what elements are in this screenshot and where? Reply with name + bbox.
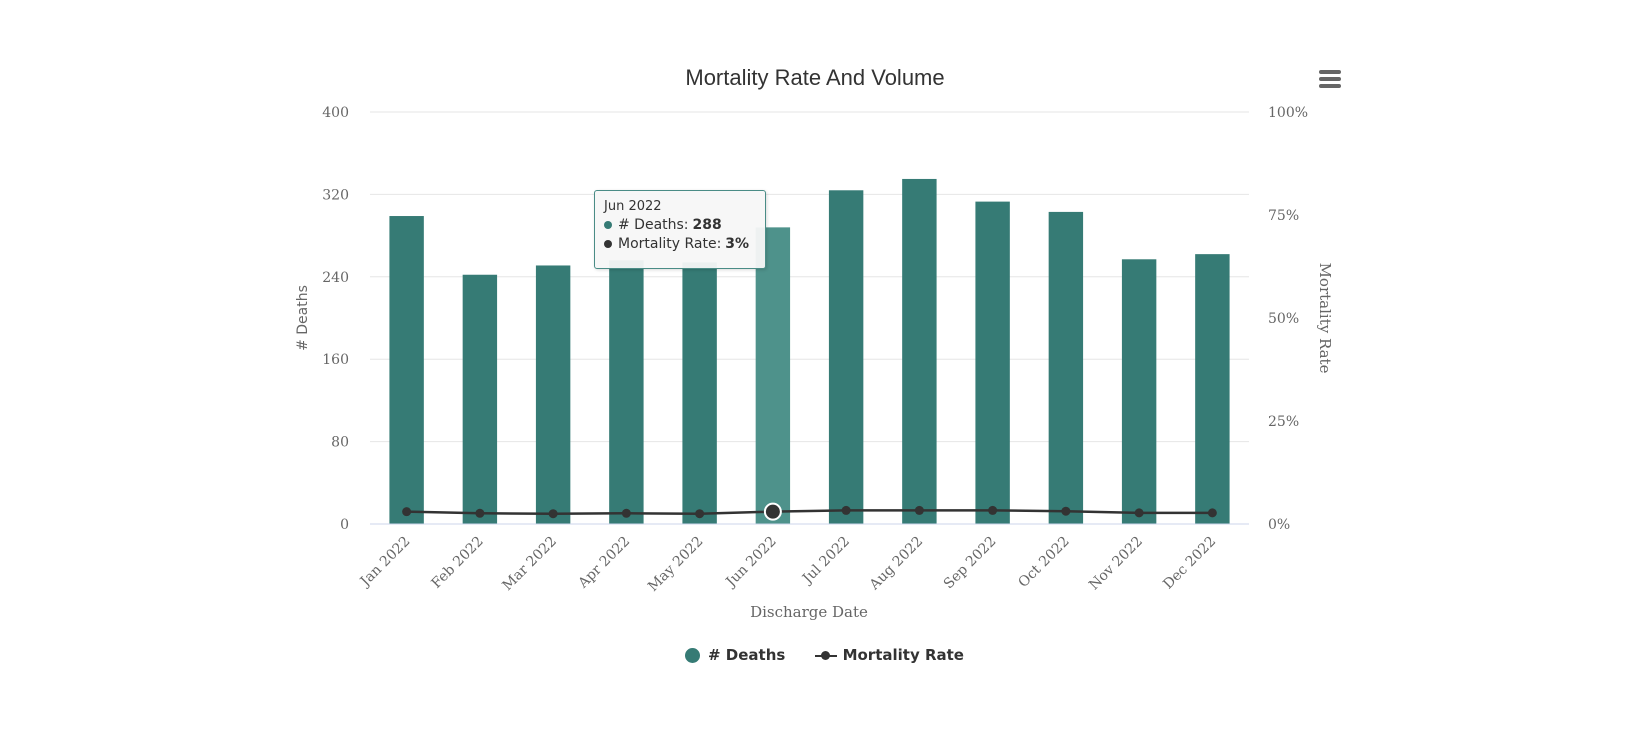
bar <box>389 216 424 524</box>
bar <box>828 190 864 524</box>
line-point <box>548 509 558 519</box>
line-point-highlighted <box>763 502 782 521</box>
y2-tick-label: 100% <box>1268 105 1308 121</box>
line-point <box>695 509 705 519</box>
tooltip-header: Jun 2022 <box>604 199 662 214</box>
x-tick-label: Oct 2022 <box>1015 534 1072 591</box>
grid-lines <box>370 111 1249 525</box>
chart-title: Mortality Rate And Volume <box>685 65 944 90</box>
bar <box>975 201 1010 525</box>
bar <box>1121 259 1157 524</box>
tooltip-row-rate: Mortality Rate: 3% <box>604 236 756 252</box>
rate-dot-icon <box>604 240 612 248</box>
x-axis-title: Discharge Date <box>750 603 868 621</box>
legend: # Deaths Mortality Rate <box>0 646 1649 667</box>
y-tick-label: 0 <box>340 517 349 533</box>
x-tick-label: Mar 2022 <box>500 534 560 594</box>
line-point <box>1061 506 1071 516</box>
y-tick-label: 240 <box>322 270 349 286</box>
chart-menu-button[interactable] <box>1316 70 1344 94</box>
line-point <box>988 505 998 515</box>
line-point <box>475 508 485 518</box>
line-point <box>841 505 851 515</box>
x-tick-label: Nov 2022 <box>1086 534 1146 594</box>
y2-tick-label: 25% <box>1268 414 1299 430</box>
tooltip-rate-value: 3% <box>725 236 750 252</box>
y2-tick-label: 75% <box>1268 208 1299 224</box>
line-point <box>914 505 924 515</box>
legend-item-deaths[interactable]: # Deaths <box>685 646 785 664</box>
x-tick-label: Aug 2022 <box>866 534 926 594</box>
line-point <box>1134 508 1144 518</box>
y2-tick-label: 50% <box>1268 311 1299 327</box>
legend-deaths-dot-icon <box>685 647 701 663</box>
y-tick-label: 320 <box>322 187 349 203</box>
bar <box>1195 254 1230 524</box>
bar <box>535 265 571 524</box>
x-tick-label: Dec 2022 <box>1160 534 1219 593</box>
x-tick-label: Jun 2022 <box>722 534 780 592</box>
x-tick-label: Jul 2022 <box>798 534 853 589</box>
bar <box>1048 211 1084 524</box>
legend-rate-line-icon <box>814 648 837 663</box>
legend-rate-label: Mortality Rate <box>842 646 964 664</box>
tooltip-deaths-label: # Deaths: <box>618 217 689 233</box>
bar <box>682 262 717 524</box>
x-tick-label: Feb 2022 <box>429 534 487 592</box>
hamburger-menu-icon <box>1319 70 1341 74</box>
deaths-dot-icon <box>604 221 612 229</box>
x-tick-label: Sep 2022 <box>941 534 1000 593</box>
tooltip: Jun 2022 # Deaths: 288 Mortality Rate: 3… <box>594 190 766 269</box>
tooltip-row-deaths: # Deaths: 288 <box>604 217 756 233</box>
x-tick-label: Jan 2022 <box>356 534 413 591</box>
tooltip-deaths-value: 288 <box>692 217 722 233</box>
bar <box>462 274 498 524</box>
line-point <box>1207 508 1217 518</box>
line-series <box>402 502 1217 521</box>
tooltip-rate-label: Mortality Rate: <box>618 236 722 252</box>
y-tick-label: 160 <box>322 352 349 368</box>
bar <box>755 227 791 525</box>
bar <box>609 260 644 524</box>
y2-tick-label: 0% <box>1268 517 1290 533</box>
line-point <box>402 507 412 517</box>
y-tick-label: 80 <box>331 435 349 451</box>
bar <box>902 178 937 524</box>
y-tick-label: 400 <box>322 105 349 121</box>
y-axis-title: # Deaths <box>295 285 311 351</box>
legend-item-rate[interactable]: Mortality Rate <box>814 646 964 664</box>
x-tick-label: Apr 2022 <box>575 534 634 593</box>
line-series-path <box>406 509 1213 515</box>
y2-axis-title: Mortality Rate <box>1316 263 1334 374</box>
bar-series <box>389 178 1230 525</box>
x-tick-label: May 2022 <box>645 534 706 595</box>
line-point <box>621 508 631 518</box>
legend-deaths-label: # Deaths <box>708 646 786 664</box>
